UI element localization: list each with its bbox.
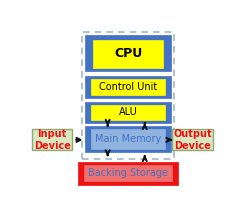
Bar [93, 40, 163, 68]
Bar [78, 162, 178, 185]
Text: CPU: CPU [114, 47, 142, 60]
Text: Input
Device: Input Device [34, 129, 71, 151]
Bar [173, 129, 213, 150]
Bar [85, 126, 171, 152]
Bar [91, 129, 165, 149]
Text: Backing Storage: Backing Storage [88, 168, 168, 178]
Text: Output
Device: Output Device [174, 129, 212, 151]
Bar [85, 76, 171, 98]
Text: ALU: ALU [119, 107, 137, 117]
Bar [91, 79, 165, 95]
Bar [84, 165, 173, 181]
Bar [32, 129, 72, 150]
Bar [85, 102, 171, 123]
Text: Control Unit: Control Unit [99, 82, 157, 92]
Bar [82, 32, 174, 158]
Bar [85, 35, 171, 71]
Bar [91, 105, 165, 120]
Text: Main Memory: Main Memory [95, 134, 161, 144]
